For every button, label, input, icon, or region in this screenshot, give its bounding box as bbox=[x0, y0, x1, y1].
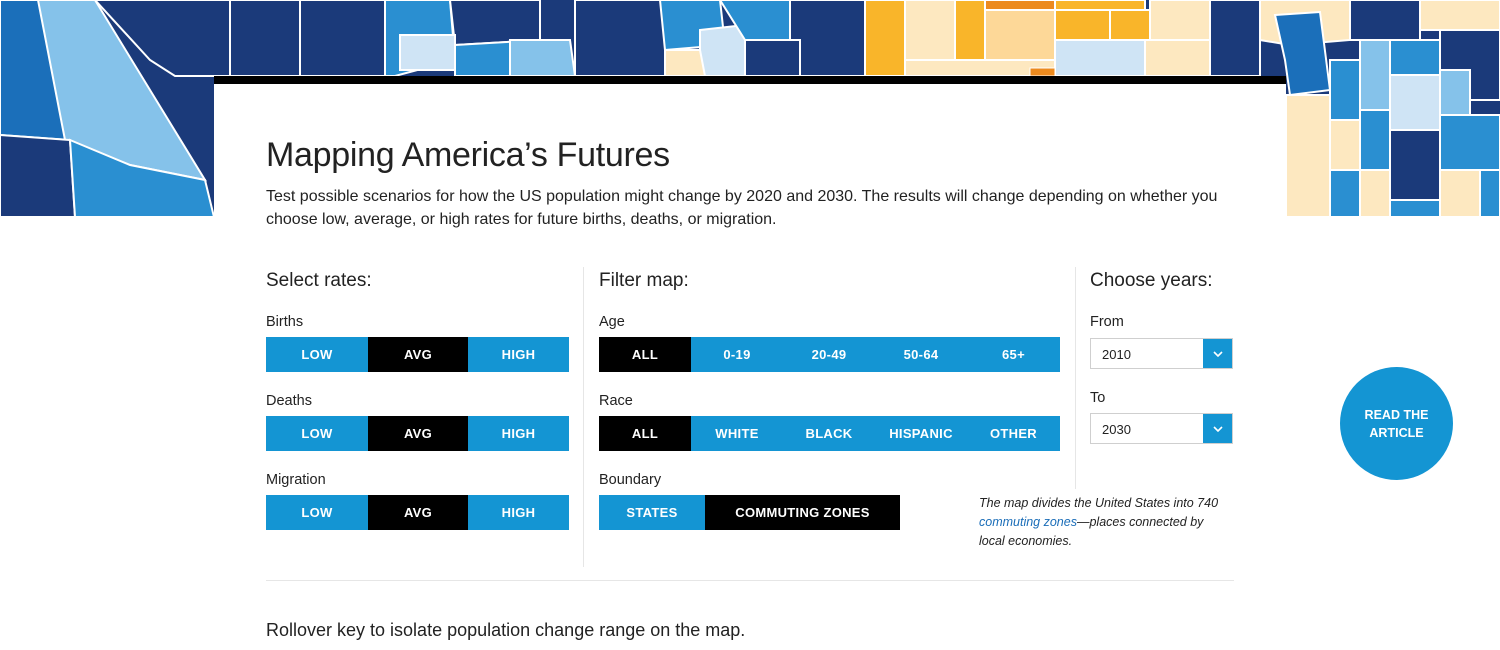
boundary-selector: STATES COMMUTING ZONES bbox=[599, 495, 900, 530]
race-other-button[interactable]: OTHER bbox=[967, 416, 1060, 451]
births-label: Births bbox=[266, 314, 304, 330]
to-year-value: 2030 bbox=[1102, 422, 1131, 437]
page-description: Test possible scenarios for how the US p… bbox=[266, 188, 1218, 228]
race-black-button[interactable]: BLACK bbox=[783, 416, 875, 451]
note-text-after: —places connected by local economies. bbox=[979, 515, 1204, 548]
deaths-label: Deaths bbox=[266, 393, 312, 409]
migration-low-button[interactable]: LOW bbox=[266, 495, 368, 530]
deaths-rate-selector: LOW AVG HIGH bbox=[266, 416, 569, 451]
age-all-button[interactable]: ALL bbox=[599, 337, 691, 372]
section-divider bbox=[266, 580, 1234, 581]
race-white-button[interactable]: WHITE bbox=[691, 416, 783, 451]
commuting-zones-link[interactable]: commuting zones bbox=[979, 515, 1077, 529]
age-label: Age bbox=[599, 314, 625, 330]
race-label: Race bbox=[599, 393, 633, 409]
age-65-plus-button[interactable]: 65+ bbox=[967, 337, 1060, 372]
choose-years-heading: Choose years: bbox=[1090, 270, 1213, 291]
note-text-before: The map divides the United States into 7… bbox=[979, 496, 1219, 510]
column-divider-right bbox=[1075, 267, 1076, 489]
boundary-states-button[interactable]: STATES bbox=[599, 495, 705, 530]
chevron-down-icon bbox=[1203, 339, 1232, 368]
race-filter-selector: ALL WHITE BLACK HISPANIC OTHER bbox=[599, 416, 1060, 451]
to-label: To bbox=[1090, 390, 1106, 406]
rollover-instruction: Rollover key to isolate population chang… bbox=[266, 620, 746, 640]
births-avg-button[interactable]: AVG bbox=[368, 337, 468, 372]
migration-high-button[interactable]: HIGH bbox=[468, 495, 569, 530]
commuting-zones-note: The map divides the United States into 7… bbox=[979, 494, 1229, 551]
age-filter-selector: ALL 0-19 20-49 50-64 65+ bbox=[599, 337, 1060, 372]
migration-label: Migration bbox=[266, 472, 326, 488]
deaths-avg-button[interactable]: AVG bbox=[368, 416, 468, 451]
race-all-button[interactable]: ALL bbox=[599, 416, 691, 451]
age-0-19-button[interactable]: 0-19 bbox=[691, 337, 783, 372]
chevron-down-icon bbox=[1203, 414, 1232, 443]
from-year-select[interactable]: 2010 bbox=[1090, 338, 1233, 369]
race-hispanic-button[interactable]: HISPANIC bbox=[875, 416, 967, 451]
boundary-commuting-zones-button[interactable]: COMMUTING ZONES bbox=[705, 495, 900, 530]
births-high-button[interactable]: HIGH bbox=[468, 337, 569, 372]
age-50-64-button[interactable]: 50-64 bbox=[875, 337, 967, 372]
main-card: Mapping America’s Futures Test possible … bbox=[214, 76, 1286, 650]
select-rates-heading: Select rates: bbox=[266, 270, 372, 291]
age-20-49-button[interactable]: 20-49 bbox=[783, 337, 875, 372]
read-article-label: READ THE ARTICLE bbox=[1364, 407, 1429, 440]
births-low-button[interactable]: LOW bbox=[266, 337, 368, 372]
to-year-select[interactable]: 2030 bbox=[1090, 413, 1233, 444]
column-divider bbox=[583, 267, 584, 567]
page-title: Mapping America’s Futures bbox=[266, 136, 670, 174]
births-rate-selector: LOW AVG HIGH bbox=[266, 337, 569, 372]
from-label: From bbox=[1090, 314, 1124, 330]
migration-rate-selector: LOW AVG HIGH bbox=[266, 495, 569, 530]
deaths-low-button[interactable]: LOW bbox=[266, 416, 368, 451]
deaths-high-button[interactable]: HIGH bbox=[468, 416, 569, 451]
migration-avg-button[interactable]: AVG bbox=[368, 495, 468, 530]
read-article-button[interactable]: READ THE ARTICLE bbox=[1340, 367, 1453, 480]
filter-map-heading: Filter map: bbox=[599, 270, 689, 291]
boundary-label: Boundary bbox=[599, 472, 662, 488]
from-year-value: 2010 bbox=[1102, 347, 1131, 362]
